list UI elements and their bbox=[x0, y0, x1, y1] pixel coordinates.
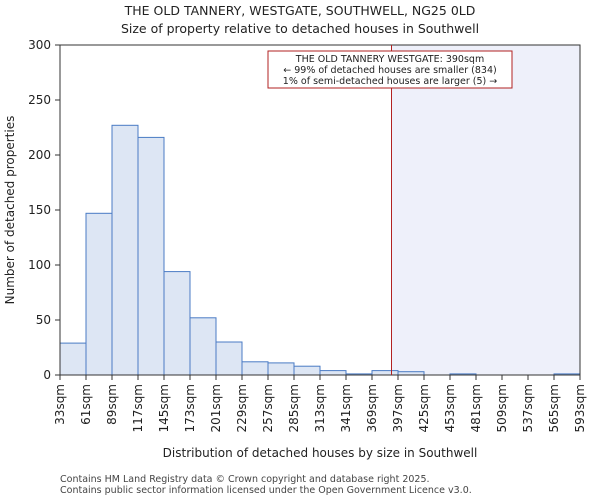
x-tick-label: 33sqm bbox=[53, 384, 67, 425]
x-tick-label: 257sqm bbox=[261, 384, 275, 432]
chart-title-block: THE OLD TANNERY, WESTGATE, SOUTHWELL, NG… bbox=[0, 2, 600, 38]
x-tick-label: 285sqm bbox=[287, 384, 301, 432]
y-axis-title: Number of detached properties bbox=[3, 116, 17, 305]
y-tick-label: 100 bbox=[28, 258, 51, 272]
histogram-bar bbox=[267, 362, 295, 376]
x-tick-label: 145sqm bbox=[157, 384, 171, 432]
x-tick-label: 453sqm bbox=[443, 384, 457, 432]
x-tick-label: 369sqm bbox=[365, 384, 379, 432]
annotation-line-3: 1% of semi-detached houses are larger (5… bbox=[283, 76, 497, 87]
marker-layer: THE OLD TANNERY WESTGATE: 390sqm← 99% of… bbox=[267, 45, 513, 375]
x-tick-label: 397sqm bbox=[391, 384, 405, 432]
histogram-bar bbox=[189, 317, 217, 376]
bars-layer bbox=[59, 124, 581, 376]
y-tick-label: 300 bbox=[28, 38, 51, 52]
y-tick-label: 50 bbox=[36, 313, 51, 327]
histogram-bar bbox=[215, 341, 243, 376]
x-tick-label: 509sqm bbox=[495, 384, 509, 432]
x-tick-label: 61sqm bbox=[79, 384, 93, 425]
x-tick-label: 117sqm bbox=[131, 384, 145, 432]
x-tick-label: 229sqm bbox=[235, 384, 249, 432]
y-tick-label: 200 bbox=[28, 148, 51, 162]
annotation-box bbox=[267, 50, 513, 89]
axes-layer: 0 50 100 150 200 250 300 33sqm 61sqm 89sqm 117sqm 1… bbox=[28, 38, 587, 432]
footer-line-1: Contains HM Land Registry data © Crown c… bbox=[60, 474, 430, 485]
histogram-bar bbox=[137, 136, 165, 376]
x-tick-label: 425sqm bbox=[417, 384, 431, 432]
x-tick-label: 565sqm bbox=[547, 384, 561, 432]
x-tick-label: 341sqm bbox=[339, 384, 353, 432]
histogram-bar bbox=[293, 365, 321, 376]
histogram-bar bbox=[111, 124, 139, 376]
x-tick-label: 481sqm bbox=[469, 384, 483, 432]
histogram-bar bbox=[85, 212, 113, 376]
x-tick-label: 593sqm bbox=[573, 384, 587, 432]
x-tick-label: 89sqm bbox=[105, 384, 119, 425]
y-tick-label: 150 bbox=[28, 203, 51, 217]
annotation-line-1: THE OLD TANNERY WESTGATE: 390sqm bbox=[295, 54, 484, 65]
x-tick-label: 173sqm bbox=[183, 384, 197, 432]
chart-subtitle: Size of property relative to detached ho… bbox=[120, 21, 480, 36]
footer-line-2: Contains public sector information licen… bbox=[60, 485, 472, 496]
larger-region-shade bbox=[391, 45, 580, 375]
footer: Contains HM Land Registry data © Crown c… bbox=[60, 474, 472, 496]
annotation-line-2: ← 99% of detached houses are smaller (83… bbox=[283, 65, 496, 76]
x-tick-label: 537sqm bbox=[521, 384, 535, 432]
shade-layer bbox=[391, 45, 580, 375]
histogram-bar bbox=[241, 361, 269, 376]
y-tick-label: 0 bbox=[43, 368, 51, 382]
histogram-bar bbox=[59, 342, 87, 376]
x-axis-title: Distribution of detached houses by size … bbox=[163, 446, 478, 460]
x-tick-label: 201sqm bbox=[209, 384, 223, 432]
x-tick-label: 313sqm bbox=[313, 384, 327, 432]
y-tick-label: 250 bbox=[28, 93, 51, 107]
chart-title: THE OLD TANNERY, WESTGATE, SOUTHWELL, NG… bbox=[124, 3, 476, 18]
histogram-bar bbox=[319, 370, 347, 376]
histogram-bar bbox=[163, 271, 191, 376]
histogram-bar bbox=[371, 370, 399, 376]
